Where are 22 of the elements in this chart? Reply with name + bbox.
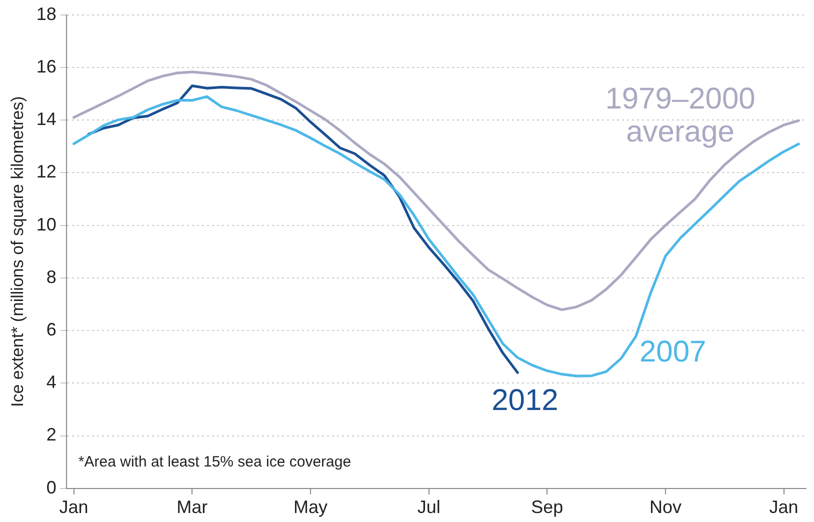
y-tick-label: 10: [36, 214, 56, 234]
x-tick-label: Jan: [769, 497, 798, 518]
y-tick-label: 4: [46, 372, 56, 392]
x-tick-label: Sep: [531, 497, 564, 518]
x-tick-label: May: [293, 497, 328, 518]
x-tick-label: Jul: [417, 497, 440, 518]
y-tick-label: 2: [46, 424, 56, 445]
series-label: 1979–2000 average: [605, 82, 756, 148]
y-tick-label: 18: [36, 4, 56, 24]
x-tick-label: Mar: [176, 497, 208, 518]
y-tick-label: 16: [36, 56, 56, 76]
x-tick-label: Jan: [59, 497, 88, 518]
y-tick-label: 8: [46, 266, 56, 287]
series-label: 2007: [640, 336, 706, 369]
y-tick-label: 6: [46, 320, 56, 340]
series-label: 2012: [492, 384, 558, 417]
annotation: *Area with at least 15% sea ice coverage: [78, 454, 352, 471]
y-tick-label: 0: [46, 477, 56, 498]
y-axis-title: Ice extent* (millions of square kilometres): [8, 96, 27, 408]
y-tick-label: 14: [36, 109, 56, 130]
y-tick-label: 12: [36, 162, 56, 182]
x-tick-label: Nov: [649, 497, 682, 518]
